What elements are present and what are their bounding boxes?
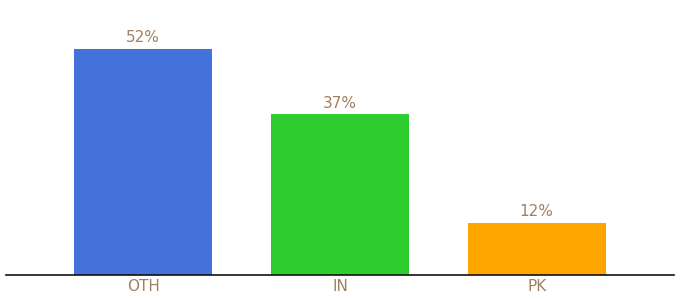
Bar xyxy=(74,49,212,274)
Bar xyxy=(271,114,409,274)
Text: 12%: 12% xyxy=(520,204,554,219)
Bar xyxy=(468,223,606,274)
Text: 37%: 37% xyxy=(323,96,357,111)
Text: 52%: 52% xyxy=(126,31,160,46)
